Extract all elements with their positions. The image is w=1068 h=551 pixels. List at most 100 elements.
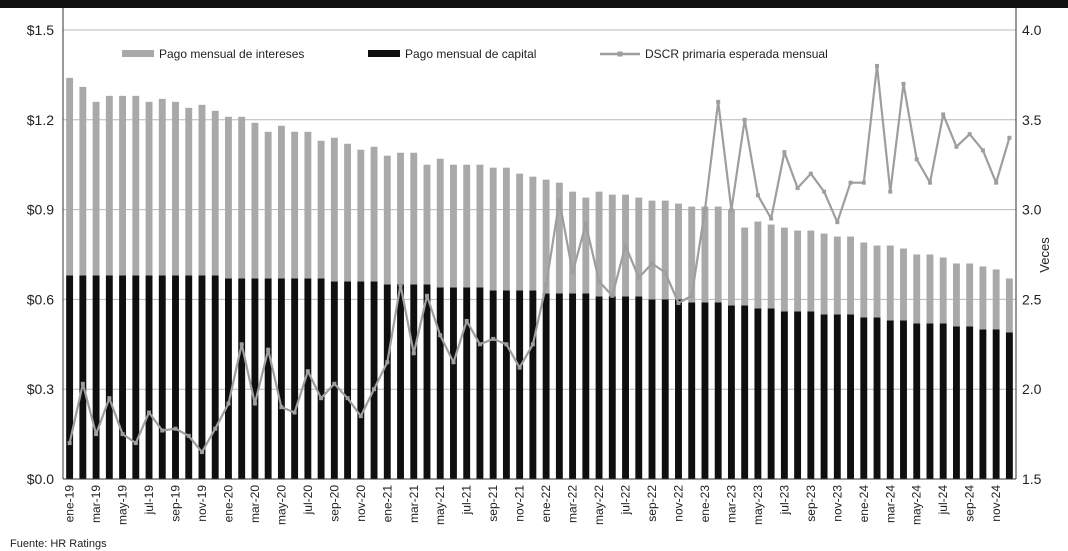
bar-intereses (423, 164, 431, 285)
bar-capital (132, 275, 140, 479)
bar-capital (582, 293, 590, 479)
bar-capital (794, 311, 802, 479)
bar-intereses (767, 224, 775, 309)
dscr-point (702, 207, 707, 212)
legend-swatch-dscr-marker (617, 51, 623, 57)
bar-capital (172, 275, 179, 479)
bar-capital (357, 281, 365, 479)
bar-intereses (92, 101, 100, 276)
dscr-point (583, 221, 588, 226)
dscr-point (954, 144, 959, 149)
bar-capital (370, 281, 378, 479)
dscr-point (147, 410, 152, 415)
bar-capital (714, 302, 722, 479)
bar-intereses (873, 245, 881, 318)
dscr-point (464, 318, 469, 323)
bar-capital (476, 287, 484, 479)
bar-capital (211, 275, 219, 479)
bar-intereses (847, 236, 854, 315)
bar-capital (555, 293, 563, 479)
dscr-point (491, 336, 496, 341)
bar-intereses (436, 158, 444, 288)
bar-intereses (886, 245, 894, 321)
bar-intereses (489, 167, 497, 291)
x-tick-label: ene-20 (222, 485, 236, 523)
x-tick-label: jul-20 (301, 485, 315, 516)
x-tick-label: nov-24 (989, 485, 1003, 522)
bar-capital (608, 296, 616, 479)
bar-capital (873, 317, 881, 479)
bar-capital (423, 284, 431, 479)
dscr-point (769, 216, 774, 221)
bar-capital (939, 323, 947, 479)
dscr-point (1007, 135, 1012, 140)
x-tick-label: ene-19 (63, 485, 77, 523)
bar-capital (622, 296, 629, 479)
x-tick-labels: ene-19 mar-19 may-19 jul-19 sep-19 nov-19 ene-… (63, 485, 1003, 525)
dscr-point (319, 396, 324, 401)
bar-intereses (900, 248, 907, 321)
bar-intereses (542, 179, 550, 294)
bar-capital (450, 287, 457, 479)
x-tick-label: jul-22 (619, 485, 633, 516)
bar-intereses (860, 242, 868, 318)
y2-tick-label: 2.0 (1022, 381, 1042, 397)
bar-capital (661, 299, 669, 479)
dscr-point (133, 441, 138, 446)
bar-intereses (807, 230, 815, 312)
bar-capital (516, 290, 524, 479)
x-tick-label: nov-21 (513, 485, 527, 522)
bar-intereses (264, 131, 272, 279)
dscr-point (941, 112, 946, 117)
x-tick-label: may-21 (433, 485, 447, 525)
bar-intereses (979, 266, 987, 330)
x-tick-label: nov-22 (672, 485, 686, 522)
dscr-point (372, 387, 377, 392)
bar-capital (688, 302, 696, 479)
bar-intereses (410, 152, 418, 285)
bar-intereses (569, 191, 577, 294)
bar-intereses (701, 206, 709, 303)
x-tick-label: jul-21 (460, 485, 474, 516)
dscr-point (530, 342, 535, 347)
bar-capital (79, 275, 87, 479)
dscr-point (398, 283, 403, 288)
bar-intereses (966, 263, 974, 327)
bar-intereses (277, 125, 285, 279)
dscr-point (477, 342, 482, 347)
bar-capital (979, 329, 987, 479)
x-tick-label: may-22 (592, 485, 606, 525)
top-black-bar (0, 0, 1068, 8)
dscr-point (689, 293, 694, 298)
bar-intereses (926, 254, 934, 324)
bar-intereses (251, 122, 259, 279)
bar-capital (595, 296, 603, 479)
dscr-point (967, 132, 972, 137)
bar-capital (330, 281, 338, 479)
x-tick-label: ene-23 (698, 485, 712, 523)
dscr-point (266, 347, 271, 352)
bar-capital (675, 299, 682, 479)
dscr-line (68, 64, 1011, 454)
bar-intereses (833, 236, 841, 315)
dscr-point (424, 293, 429, 298)
bar-capital (264, 278, 272, 479)
dscr-point (557, 198, 562, 203)
bar-capital (648, 299, 656, 479)
bar-capital (119, 275, 127, 479)
axes (62, 8, 1017, 480)
left-y-tick-labels: $0.0 $0.3 $0.6 $0.9 $1.2 $1.5 (27, 22, 54, 487)
bar-intereses (529, 176, 537, 291)
dscr-point (80, 381, 85, 386)
x-tick-label: may-19 (116, 485, 130, 525)
bar-capital (701, 302, 709, 479)
dscr-point (411, 351, 416, 356)
x-tick-label: mar-23 (724, 485, 738, 523)
bar-intereses (675, 203, 682, 300)
x-tick-label: ene-24 (857, 485, 871, 523)
bar-intereses (939, 257, 947, 324)
dscr-point (438, 333, 443, 338)
bar-intereses (172, 101, 179, 276)
bar-capital (833, 314, 841, 479)
